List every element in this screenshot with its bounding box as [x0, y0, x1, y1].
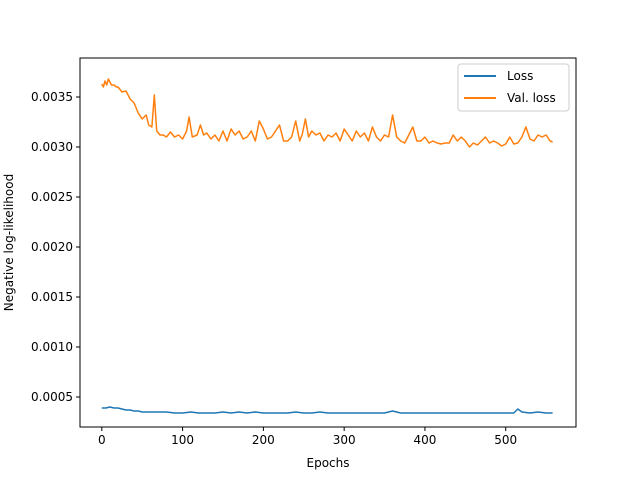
- legend: Loss Val. loss: [457, 63, 570, 112]
- series-line-val-loss: [101, 78, 553, 148]
- y-tick-label: 0.0030: [31, 140, 73, 154]
- x-tick-label: 300: [333, 433, 356, 447]
- y-axis: 0.0005 0.0010 0.0015 0.0020 0.0025 0.0030 0.00…: [31, 90, 80, 404]
- legend-label-loss: Loss: [507, 69, 533, 83]
- x-axis: 0 100 200 300 400 500: [98, 427, 517, 447]
- y-tick-label: 0.0035: [31, 90, 73, 104]
- x-tick-label: 200: [252, 433, 275, 447]
- x-tick-label: 0: [98, 433, 106, 447]
- axes-frame: [79, 57, 577, 428]
- x-tick-label: 100: [171, 433, 194, 447]
- x-tick-label: 400: [413, 433, 436, 447]
- y-tick-label: 0.0005: [31, 390, 73, 404]
- series-layer: [101, 78, 553, 414]
- y-tick-label: 0.0010: [31, 340, 73, 354]
- series-line-loss: [101, 406, 553, 414]
- y-tick-label: 0.0020: [31, 240, 73, 254]
- y-tick-label: 0.0025: [31, 190, 73, 204]
- legend-label-val-loss: Val. loss: [507, 91, 556, 105]
- y-tick-label: 0.0015: [31, 290, 73, 304]
- y-axis-label: Negative log-likelihood: [2, 174, 16, 311]
- x-axis-label: Epochs: [307, 456, 350, 470]
- x-tick-label: 500: [494, 433, 517, 447]
